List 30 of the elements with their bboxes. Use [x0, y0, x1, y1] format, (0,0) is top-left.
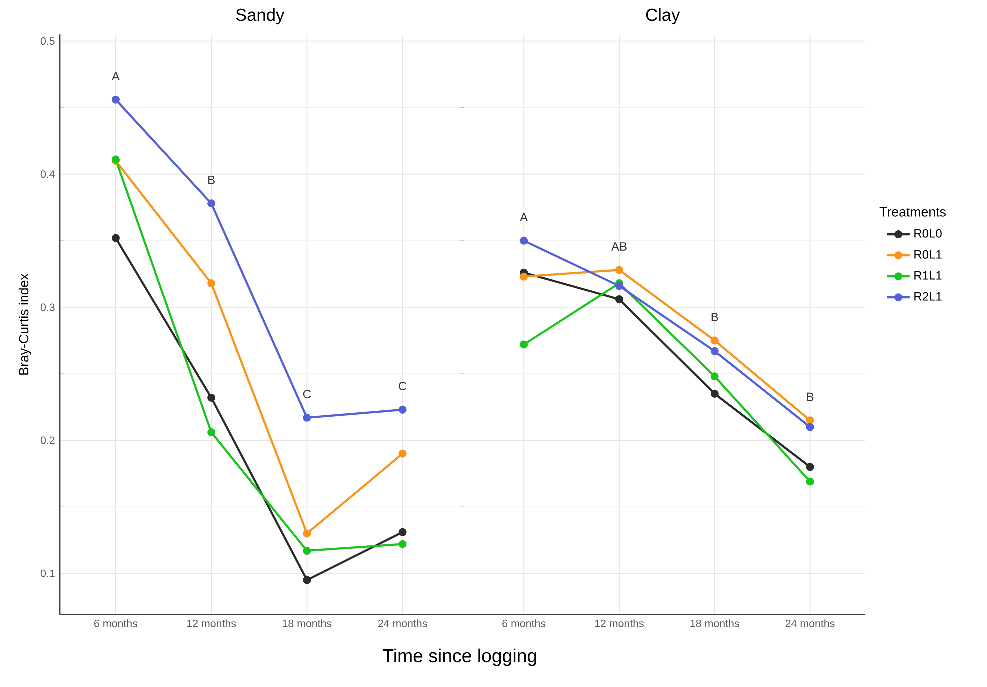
x-tick-label: 12 months [595, 620, 644, 628]
annotation: C [399, 382, 407, 391]
annotation: A [520, 213, 528, 222]
annotation: B [712, 313, 718, 322]
x-tick-label: 12 months [187, 620, 236, 628]
y-tick-label: 0.2 [40, 436, 55, 444]
annotation: AB [611, 242, 627, 251]
chart-title: Sandy [236, 8, 285, 25]
x-tick-label: 6 months [94, 620, 138, 628]
y-tick-label: 0.4 [40, 170, 56, 178]
annotation: A [112, 72, 120, 81]
x-axis-title: Time since logging [383, 648, 536, 666]
x-tick-label: 18 months [690, 620, 740, 628]
x-tick-label: 24 months [378, 620, 428, 628]
legend-title: Treatments [880, 208, 946, 217]
legend-label: R0L1 [914, 250, 942, 259]
y-tick-label: 0.3 [40, 304, 55, 312]
y-axis-title: Bray-Curtis index [18, 274, 32, 375]
x-tick-label: 6 months [502, 620, 546, 628]
annotation: B [208, 176, 215, 184]
annotation: C [303, 390, 312, 399]
legend-label: R2L1 [914, 292, 942, 301]
chart-title: Clay [646, 8, 680, 25]
legend-label: R1L1 [914, 272, 942, 280]
y-tick-label: 0.5 [40, 38, 55, 46]
y-tick-label: 0.1 [40, 570, 55, 578]
annotation: B [807, 392, 814, 402]
legend-label: R0L0 [914, 229, 942, 238]
x-tick-label: 24 months [786, 620, 835, 628]
x-tick-label: 18 months [283, 620, 332, 628]
